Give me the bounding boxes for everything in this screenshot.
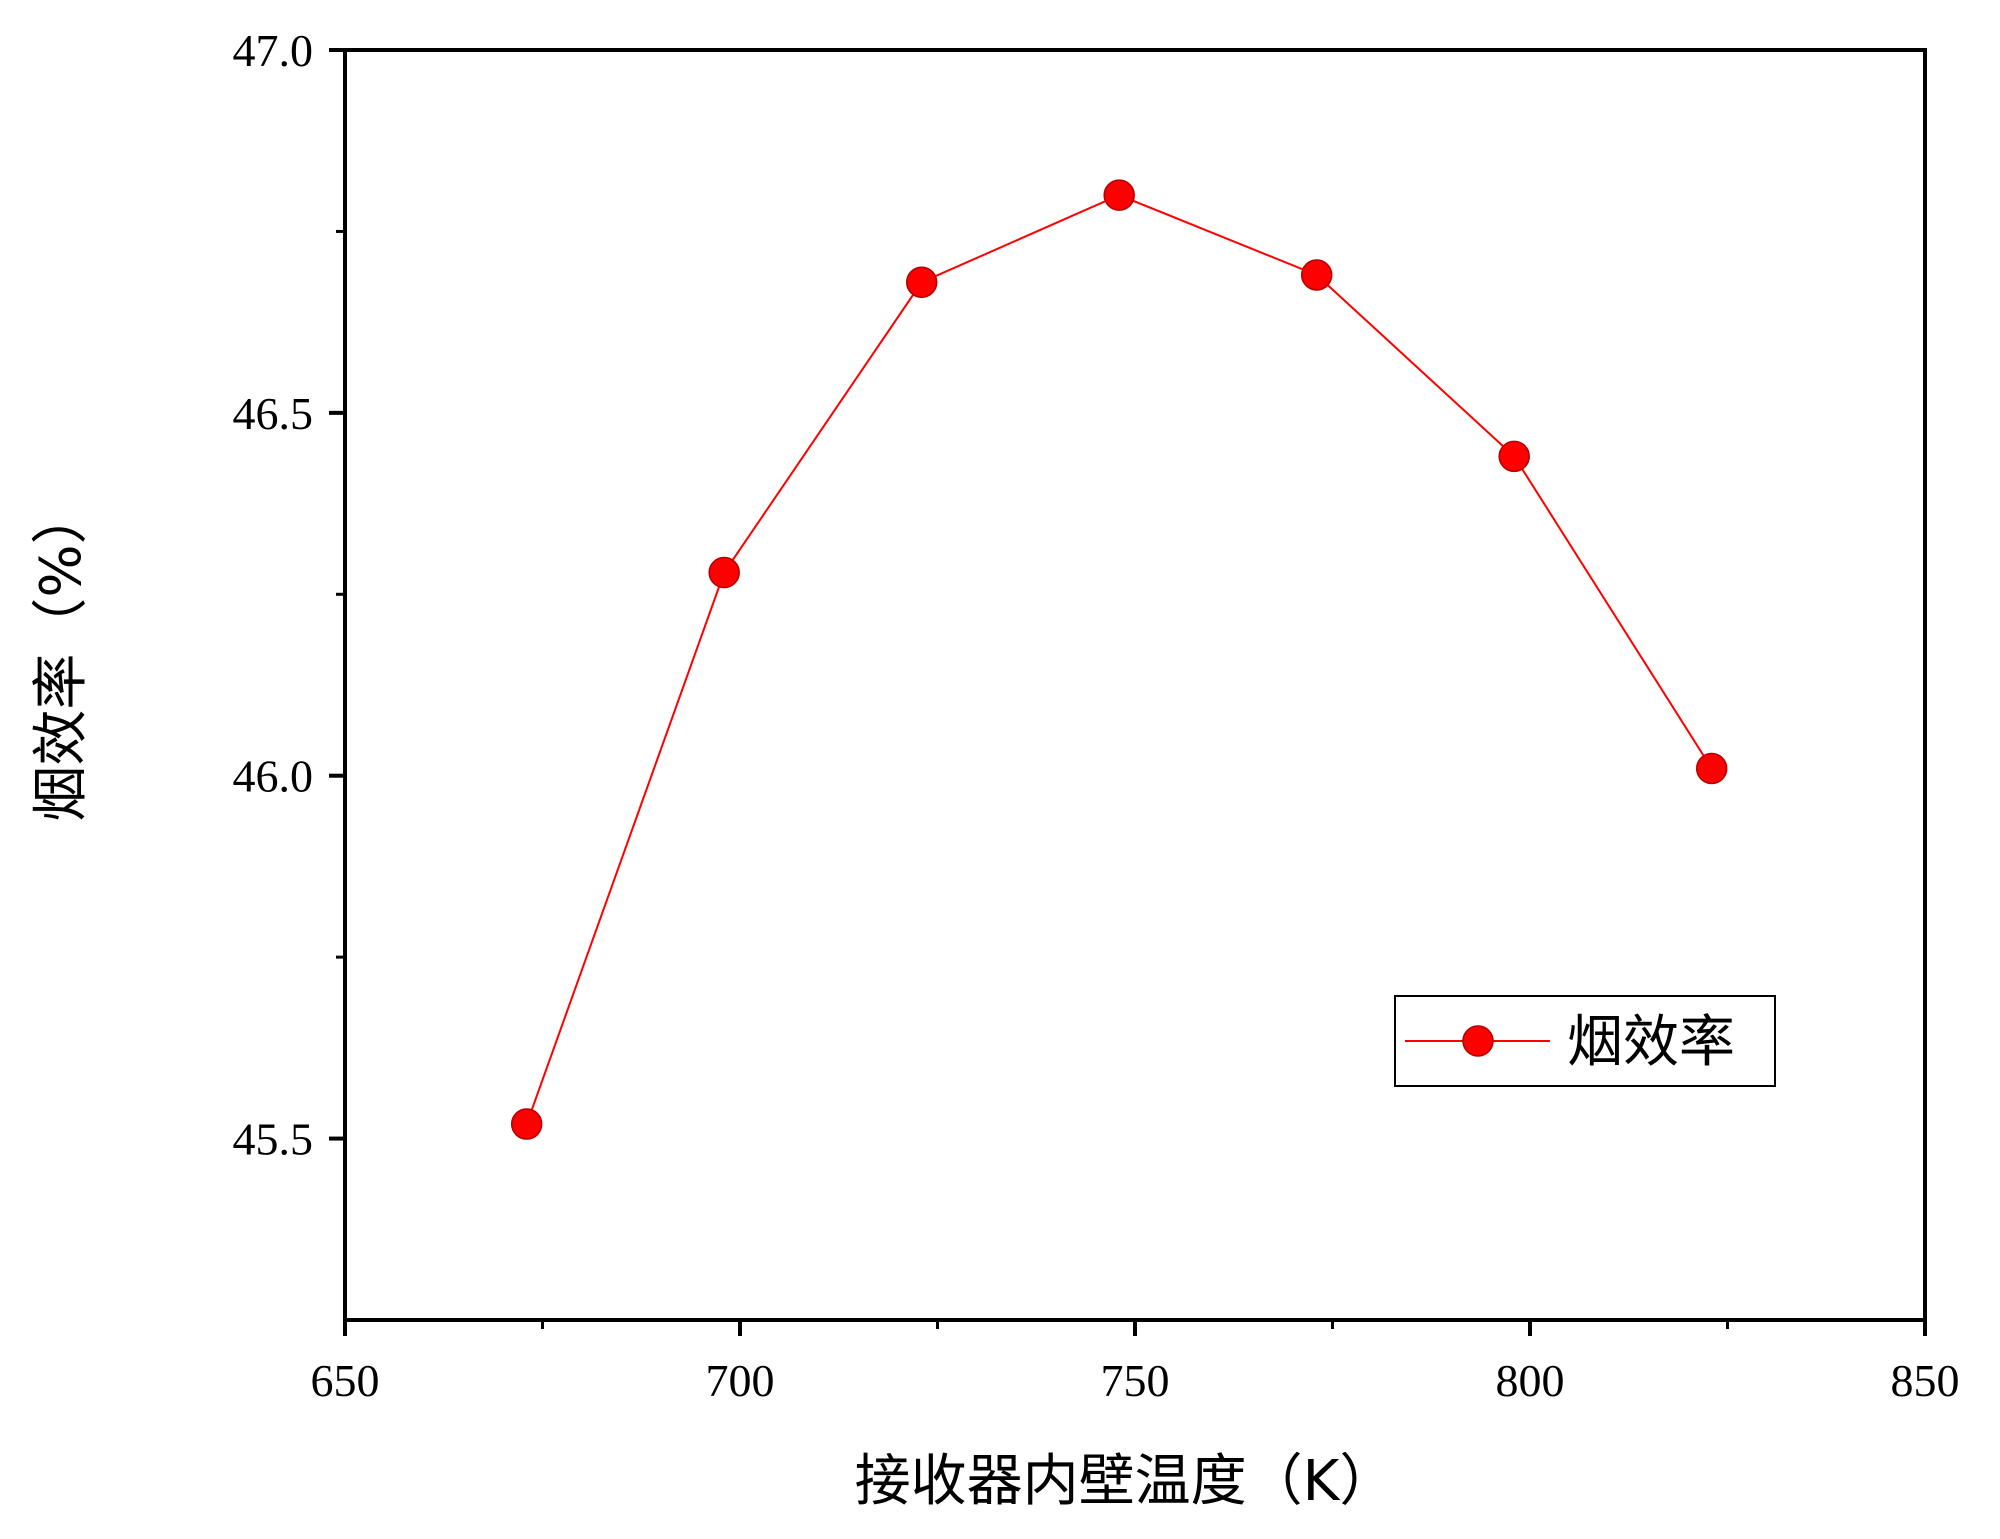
x-tick-label: 850 [1891, 1355, 1960, 1406]
legend: 烟效率 [1394, 995, 1776, 1087]
data-point [1103, 179, 1135, 211]
data-point [1300, 259, 1333, 291]
plot-frame [343, 48, 1927, 1322]
legend-label: 烟效率 [1567, 1010, 1735, 1075]
legend-marker [1462, 1025, 1494, 1057]
y-tick-label: 46.0 [233, 751, 314, 802]
y-tick-label: 46.5 [233, 388, 314, 439]
y-axis-title: 烟效率（%） [29, 488, 94, 821]
data-point [1498, 440, 1530, 473]
x-tick-label: 650 [311, 1355, 380, 1406]
y-tick-label: 47.0 [233, 25, 314, 76]
series-group [510, 179, 1728, 1140]
x-tick-label: 800 [1496, 1355, 1565, 1406]
data-point [708, 556, 740, 589]
y-tick-label: 45.5 [233, 1114, 314, 1165]
x-axis-ticks: 650 700 750 800 850 [311, 1320, 1960, 1406]
data-point [510, 1108, 543, 1140]
x-tick-label: 700 [706, 1355, 775, 1406]
x-tick-label: 750 [1101, 1355, 1170, 1406]
x-axis-title: 接收器内壁温度（K） [855, 1449, 1396, 1514]
y-axis-ticks: 45.5 46.0 46.5 47.0 [233, 25, 345, 1165]
series-line [525, 194, 1713, 1125]
data-point [905, 266, 938, 298]
data-point [1695, 752, 1728, 785]
